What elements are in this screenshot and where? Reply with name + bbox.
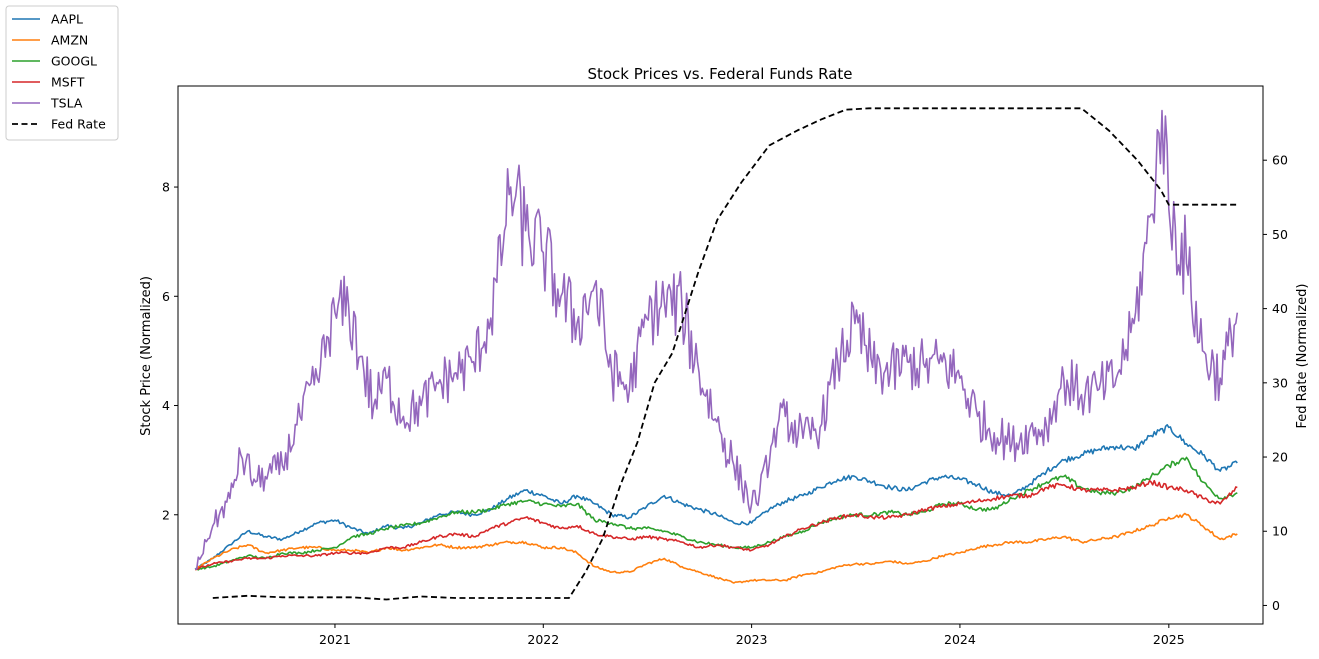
- y2-axis-label: Fed Rate (Normalized): [1295, 284, 1310, 429]
- chart-title: Stock Prices vs. Federal Funds Rate: [587, 65, 852, 83]
- series-line-msft: [195, 479, 1238, 571]
- legend-label: TSLA: [50, 96, 83, 111]
- x-tick-label: 2025: [1153, 632, 1185, 647]
- y2-tick-label: 40: [1272, 301, 1288, 316]
- y2-tick-label: 60: [1272, 153, 1288, 168]
- y2-tick-label: 20: [1272, 450, 1288, 465]
- y2-tick-label: 50: [1272, 227, 1288, 242]
- x-tick-label: 2022: [527, 632, 559, 647]
- y-axis-label: Stock Price (Normalized): [139, 276, 154, 436]
- y-tick-label: 4: [162, 398, 170, 413]
- plot-area: [194, 107, 1239, 601]
- legend-label: AMZN: [51, 33, 88, 48]
- axes: 2021 2022 2023 2024 2025 2 4 6 8 0 10 20 30 40 50 60: [162, 85, 1288, 647]
- x-tick-label: 2024: [944, 632, 976, 647]
- series-line-fed-rate: [212, 107, 1237, 601]
- x-tick-label: 2023: [736, 632, 768, 647]
- x-tick-label: 2021: [319, 632, 351, 647]
- y2-tick-label: 30: [1272, 375, 1288, 390]
- legend-label: MSFT: [51, 75, 85, 90]
- series-line-tsla: [194, 109, 1239, 571]
- legend-label: Fed Rate: [51, 117, 106, 132]
- y-tick-label: 8: [162, 180, 170, 195]
- y2-tick-label: 10: [1272, 524, 1288, 539]
- y-tick-label: 6: [162, 289, 170, 304]
- plot-frame: [177, 85, 1264, 625]
- y2-tick-label: 0: [1272, 598, 1280, 613]
- legend-label: AAPL: [51, 12, 83, 27]
- legend: AAPL AMZN GOOGL MSFT TSLA Fed Rate: [5, 5, 119, 141]
- legend-label: GOOGL: [51, 54, 97, 69]
- y-tick-label: 2: [162, 507, 170, 522]
